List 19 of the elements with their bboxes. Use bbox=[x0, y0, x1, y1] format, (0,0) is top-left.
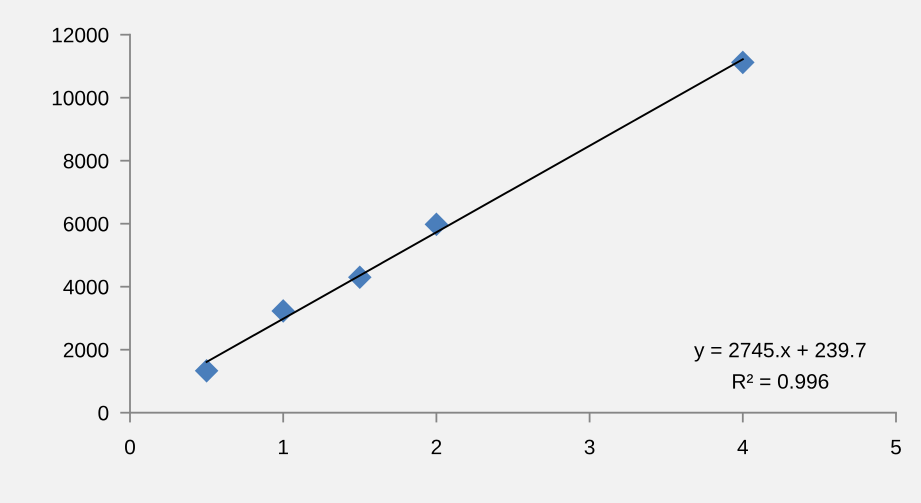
x-tick-label: 5 bbox=[891, 440, 901, 454]
x-tick-label: 2 bbox=[432, 440, 442, 454]
y-tick-label: 6000 bbox=[64, 216, 108, 232]
x-tick-label: 1 bbox=[278, 440, 288, 454]
point bbox=[271, 299, 295, 323]
point bbox=[731, 50, 755, 74]
y-tick-label: 10000 bbox=[52, 90, 108, 106]
x-tick-label: 0 bbox=[125, 440, 135, 454]
point bbox=[194, 359, 218, 383]
y-tick-label: 12000 bbox=[52, 28, 108, 42]
y-tick-label: 0 bbox=[98, 406, 108, 420]
y-tick-label: 4000 bbox=[63, 280, 108, 294]
x-tick-label: 4 bbox=[737, 440, 748, 454]
annotation: y = 2745.x + 239.7 bbox=[694, 342, 866, 362]
x-tick-label: 3 bbox=[584, 440, 594, 454]
y-tick-label: 2000 bbox=[64, 342, 108, 358]
point bbox=[424, 212, 448, 236]
annotation: R² = 0.996 bbox=[733, 374, 828, 389]
y-tick-label: 8000 bbox=[64, 154, 108, 168]
